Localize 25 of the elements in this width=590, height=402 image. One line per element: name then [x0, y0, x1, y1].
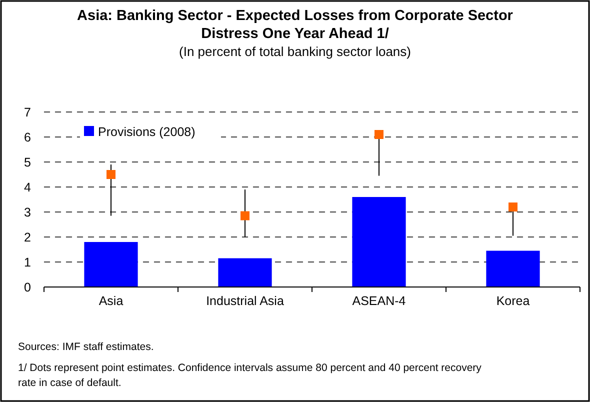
- y-tick-label: 7: [24, 106, 32, 120]
- x-tick-label: Korea: [496, 294, 530, 308]
- chart-subtitle: (In percent of total banking sector loans): [179, 44, 411, 59]
- bar: [84, 242, 138, 287]
- point: [374, 130, 384, 139]
- source-note: Sources: IMF staff estimates.: [18, 341, 154, 353]
- bar: [218, 258, 272, 287]
- x-tick-label: ASEAN-4: [352, 294, 406, 308]
- y-tick-label: 6: [24, 130, 32, 144]
- x-tick-label: Asia: [98, 294, 124, 308]
- y-tick-label: 0: [24, 280, 32, 294]
- y-tick-label: 3: [24, 206, 32, 220]
- point: [508, 202, 518, 212]
- y-tick-label: 5: [24, 156, 32, 170]
- bar: [486, 250, 540, 287]
- point: [106, 170, 116, 179]
- text: 1/ Dots represent point estimates. Confidence intervals assume 80 percent and 40 percent recovery rate in case of default.: [18, 362, 482, 389]
- y-tick-label: 4: [24, 180, 32, 194]
- bar: [352, 197, 406, 287]
- y-tick-label: 1: [24, 256, 32, 270]
- y-tick-label: 2: [24, 230, 32, 244]
- chart-title: Asia: Banking Sector - Expected Losses from Corporate Sector Distress One Year Ahead 1/: [77, 8, 514, 42]
- legend-label: Provisions (2008): [98, 125, 196, 139]
- x-tick-label: Industrial Asia: [206, 294, 284, 308]
- point: [240, 211, 250, 220]
